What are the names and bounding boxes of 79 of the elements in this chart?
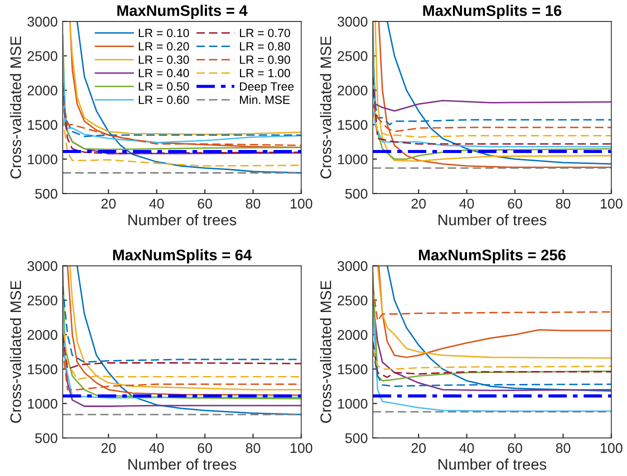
y-tick-label: 1000 — [28, 154, 58, 164]
y-tick-label: 1500 — [28, 120, 58, 130]
line-series — [62, 117, 302, 167]
y-tick-label: 2500 — [28, 296, 58, 306]
legend-label: Deep Tree — [240, 82, 294, 93]
line-series — [372, 348, 612, 370]
x-axis-title: Number of trees — [128, 214, 236, 226]
line-series — [372, 340, 612, 378]
x-tick-label: 60 — [198, 443, 212, 453]
y-tick-label: 1000 — [28, 398, 58, 409]
x-tick-label: 100 — [290, 443, 312, 453]
y-tick-label: 3000 — [27, 261, 58, 271]
line-series — [372, 41, 612, 148]
y-tick-label: 3000 — [27, 16, 58, 27]
x-tick-label: 40 — [149, 198, 164, 209]
legend-label: LR = 1.00 — [240, 68, 290, 78]
x-tick-label: 100 — [600, 198, 622, 209]
y-tick-label: 2500 — [338, 51, 368, 62]
x-tick-label: 20 — [412, 198, 426, 209]
chart-title: MaxNumSplits = 64 — [113, 249, 252, 264]
y-axis-title: Cross-validated MSE — [10, 36, 22, 178]
y-tick-label: 2000 — [28, 330, 58, 340]
legend-label: LR = 0.30 — [138, 56, 189, 64]
x-tick-label: 40 — [459, 443, 474, 453]
line-series — [372, 306, 612, 412]
line-series — [372, 76, 612, 145]
y-tick-label: 1500 — [338, 364, 368, 374]
x-tick-label: 80 — [246, 443, 260, 453]
line-series — [372, 300, 612, 392]
chart-title: MaxNumSplits = 256 — [419, 249, 566, 264]
line-series — [62, 334, 302, 370]
y-tick-label: 3000 — [338, 261, 368, 271]
x-tick-label: 100 — [290, 198, 312, 209]
line-series — [372, 272, 612, 382]
y-tick-label: 1500 — [338, 120, 368, 130]
legend-label: LR = 0.80 — [240, 42, 290, 51]
legend-label: LR = 0.70 — [240, 28, 290, 38]
legend-label: Min. MSE — [240, 95, 290, 104]
legend-label: LR = 0.50 — [138, 82, 189, 91]
x-axis-title: Number of trees — [438, 214, 546, 226]
y-tick-label: 2500 — [338, 296, 368, 306]
x-tick-label: 80 — [556, 198, 570, 209]
y-tick-label: 1000 — [338, 154, 368, 164]
y-tick-label: 2000 — [338, 330, 368, 340]
y-tick-label: 3000 — [338, 16, 368, 27]
x-axis-title: Number of trees — [128, 458, 236, 470]
x-tick-label: 40 — [149, 443, 164, 453]
y-axis-title: Cross-validated MSE — [320, 36, 332, 178]
legend-label: LR = 0.10 — [138, 28, 189, 38]
y-tick-label: 500 — [345, 433, 368, 444]
x-tick-label: 60 — [198, 198, 212, 209]
x-tick-label: 20 — [412, 443, 426, 453]
y-tick-label: 1500 — [28, 364, 58, 374]
legend-label: LR = 0.90 — [240, 56, 290, 64]
legend-label: LR = 0.20 — [138, 42, 189, 51]
line-series — [62, 300, 302, 399]
x-tick-label: 20 — [101, 443, 116, 453]
y-tick-label: 500 — [345, 188, 368, 199]
y-axis-title: Cross-validated MSE — [320, 280, 332, 423]
chart-title: MaxNumSplits = 4 — [117, 4, 248, 20]
y-tick-label: 500 — [35, 188, 58, 199]
y-tick-label: 500 — [35, 433, 58, 444]
y-tick-label: 2000 — [338, 86, 368, 96]
x-axis-title: Number of trees — [438, 458, 546, 470]
line-series — [62, 334, 302, 407]
x-tick-label: 40 — [459, 198, 474, 209]
y-axis-title: Cross-validated MSE — [10, 280, 22, 423]
x-tick-label: 60 — [508, 198, 522, 209]
x-tick-label: 80 — [556, 443, 570, 453]
x-tick-label: 100 — [600, 443, 622, 453]
chart-title: MaxNumSplits = 16 — [423, 4, 562, 20]
y-tick-label: 1000 — [338, 398, 368, 409]
x-tick-label: 80 — [246, 198, 260, 209]
x-tick-label: 20 — [101, 198, 116, 209]
x-tick-label: 60 — [508, 443, 522, 453]
y-tick-label: 2500 — [28, 51, 58, 62]
y-tick-label: 2000 — [28, 86, 58, 96]
legend-label: LR = 0.40 — [138, 68, 189, 78]
legend-label: LR = 0.60 — [138, 96, 189, 104]
